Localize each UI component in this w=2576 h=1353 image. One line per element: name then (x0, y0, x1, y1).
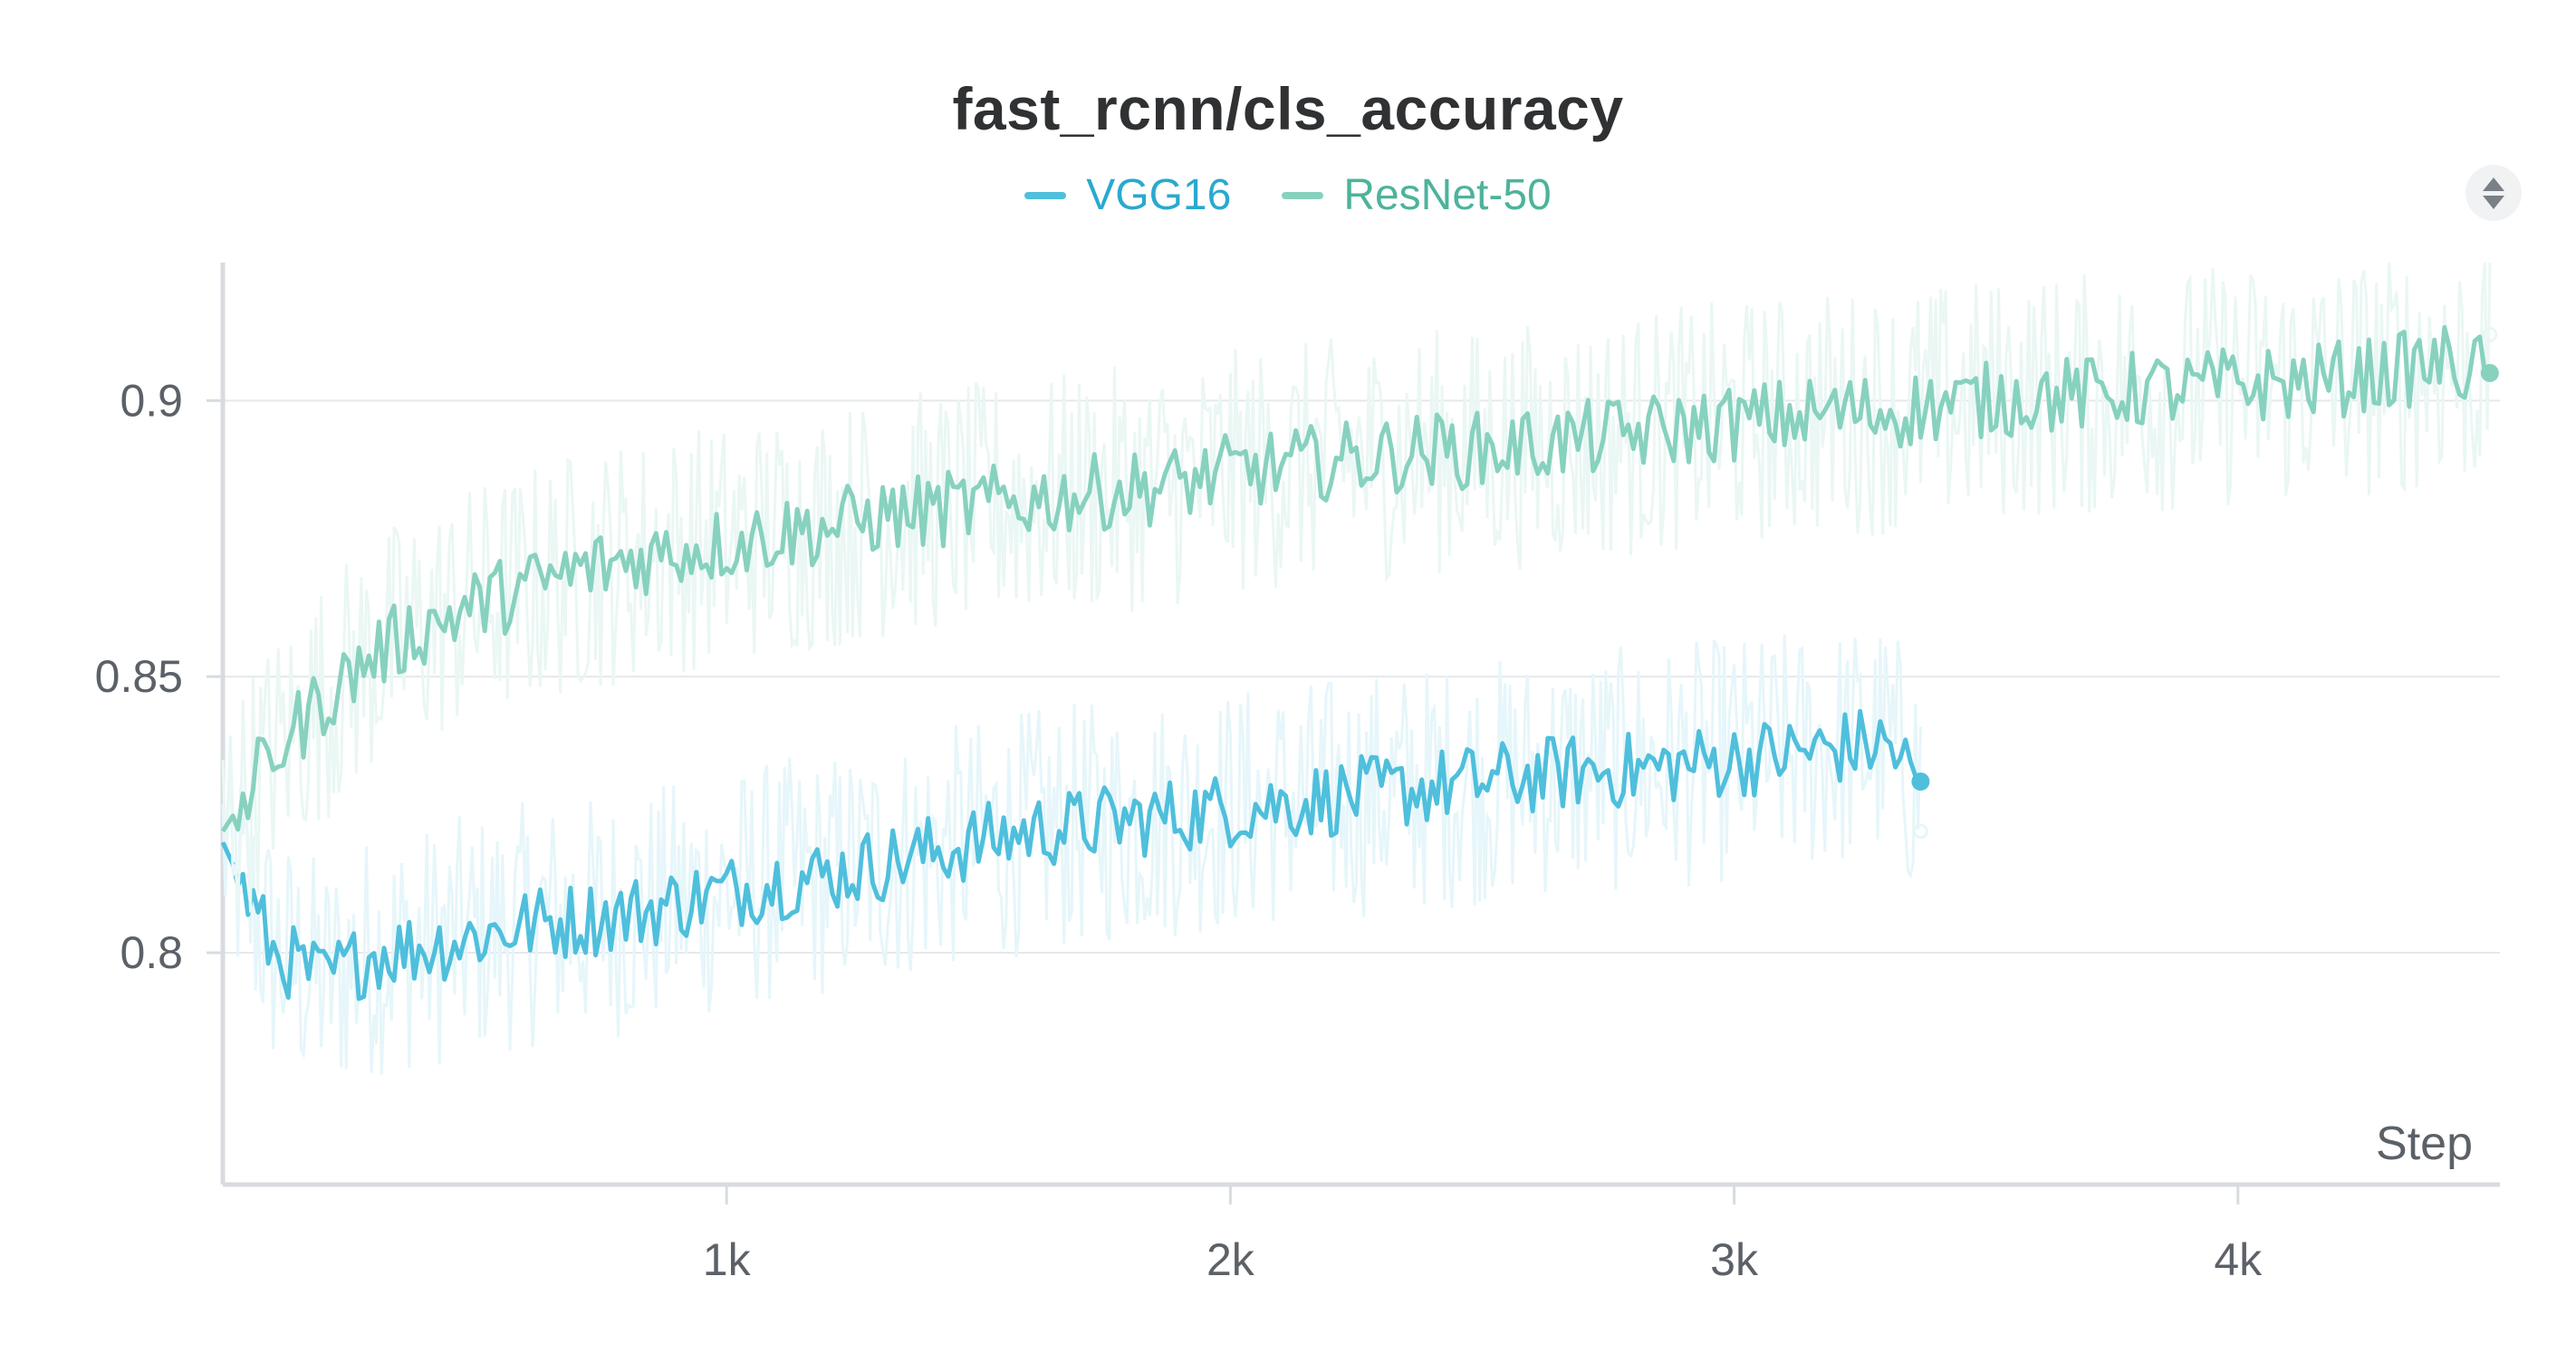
x-tick-label: 1k (703, 1234, 752, 1285)
x-tick-label: 2k (1206, 1234, 1255, 1285)
y-tick-label: 0.8 (120, 927, 183, 978)
legend-swatch-vgg16 (1024, 191, 1067, 199)
x-tick-label: 3k (1710, 1234, 1759, 1285)
sort-down-arrow-icon (2483, 195, 2504, 209)
sort-updown-icon[interactable] (2465, 165, 2522, 221)
y-tick-label: 0.85 (95, 651, 183, 702)
sort-up-arrow-icon (2483, 177, 2504, 191)
series-end-point-vgg16[interactable] (1911, 772, 1930, 792)
legend-item-vgg16[interactable]: VGG16 (1024, 170, 1231, 220)
y-tick-label: 0.9 (120, 375, 183, 426)
series-raw-vgg16 (221, 634, 1922, 1075)
legend-item-resnet50[interactable]: ResNet-50 (1282, 170, 1552, 220)
series-end-point-resnet50[interactable] (2480, 363, 2499, 382)
series-raw-end-point-vgg16 (1912, 823, 1928, 840)
x-axis-title: Step (2376, 1118, 2473, 1170)
series-line-vgg16[interactable] (220, 708, 1923, 1002)
legend-label-resnet50: ResNet-50 (1343, 171, 1552, 219)
series-line-resnet50[interactable] (220, 325, 2491, 833)
legend-swatch-resnet50 (1282, 191, 1324, 199)
x-tick-label: 4k (2214, 1234, 2263, 1285)
series-raw-end-point-resnet50 (2482, 326, 2498, 342)
legend-label-vgg16: VGG16 (1086, 171, 1232, 219)
legend: VGG16 ResNet-50 (0, 170, 2576, 220)
chart-title: fast_rcnn/cls_accuracy (952, 75, 1624, 142)
